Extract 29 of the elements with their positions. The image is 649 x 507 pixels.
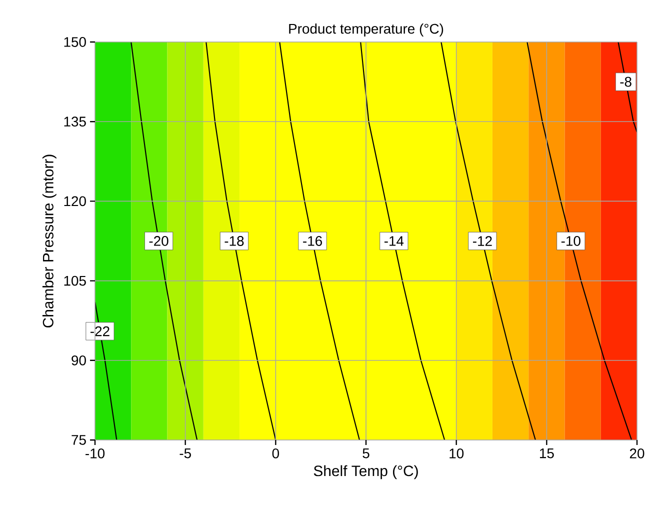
y-tick-label: 90 [72,355,86,366]
x-tick-label: 10 [450,448,464,458]
chart-title: Product temperature (°C) [289,23,444,36]
x-tick-label: 20 [630,448,644,458]
x-tick-label: 15 [540,448,554,458]
series-label: -14 [384,236,404,246]
series-label: -10 [561,236,580,246]
x-axis-title: Shelf Temp (°C) [314,465,418,480]
x-tick-label: -10 [86,448,105,458]
line-series [440,42,536,440]
line-series [130,42,198,440]
line-series [279,42,360,440]
y-tick-label: 120 [64,196,86,206]
line-series [360,42,446,440]
x-tick-label: -5 [180,448,191,458]
series-label: -16 [303,236,322,246]
series-label: -18 [224,236,244,246]
y-axis-title: Chamber Pressure (mtorr) [42,154,56,328]
y-tick-label: 135 [64,116,86,127]
y-tick-label: 150 [64,37,86,47]
series-label: -20 [149,236,168,246]
series-label: -22 [90,326,110,336]
line-series [526,42,632,440]
x-tick-label: 0 [272,448,280,458]
series-label: -8 [620,76,632,87]
y-tick-label: 105 [64,276,86,286]
series-label: -12 [472,236,492,246]
y-tick-label: 75 [72,435,86,445]
x-tick-label: 5 [362,448,370,458]
